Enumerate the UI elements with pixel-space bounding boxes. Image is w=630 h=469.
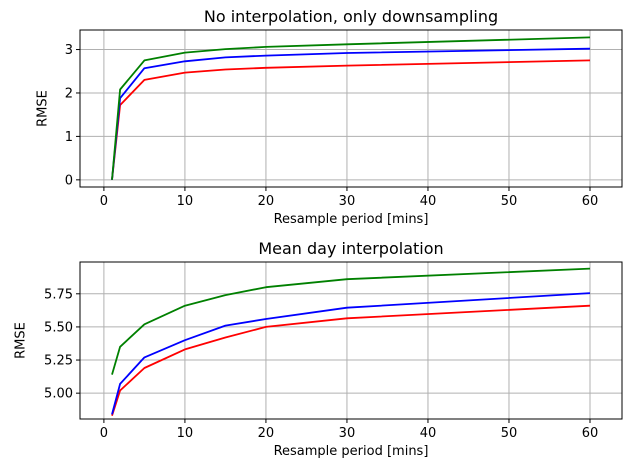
- top-x-tick-label: 60: [582, 194, 599, 209]
- bottom-x-tick-label: 20: [258, 426, 275, 441]
- bottom-subplot: 0 10 20 30 40 50 60 5.00 5.25 5.50 5.75 Mean day i…: [14, 239, 623, 459]
- bottom-x-tick-label: 10: [177, 426, 194, 441]
- bottom-y-tick-label: 5.75: [44, 287, 73, 302]
- bottom-series-line-0: [111, 304, 591, 416]
- top-y-tick-label: 2: [65, 86, 73, 101]
- top-series-line-1: [111, 47, 591, 180]
- top-y-axis-label: RMSE: [36, 90, 51, 127]
- bottom-chart-title: Mean day interpolation: [258, 239, 443, 258]
- top-x-tick-label: 0: [100, 194, 108, 209]
- top-plot-frame: [79, 29, 623, 188]
- bottom-x-tick-label: 30: [339, 426, 356, 441]
- top-series-line-2: [111, 36, 591, 180]
- top-subplot: 0 10 20 30 40 50 60 0 1 2 3 No interpolation, only…: [36, 7, 623, 227]
- bottom-series-line-2: [111, 267, 591, 375]
- top-series-line-0: [111, 59, 591, 180]
- top-x-tick-label: 20: [258, 194, 275, 209]
- bottom-x-axis-label: Resample period [mins]: [274, 444, 429, 459]
- bottom-y-tick-label: 5.25: [44, 354, 73, 369]
- top-y-tick-label: 3: [65, 43, 73, 58]
- bottom-plot-frame: [79, 261, 623, 420]
- bottom-x-tick-label: 0: [100, 426, 108, 441]
- bottom-x-tick-label: 50: [501, 426, 518, 441]
- top-x-tick-label: 50: [501, 194, 518, 209]
- bottom-x-tick-label: 40: [420, 426, 437, 441]
- top-chart-title: No interpolation, only downsampling: [204, 7, 498, 26]
- top-y-tick-label: 1: [65, 130, 73, 145]
- top-x-tick-label: 10: [177, 194, 194, 209]
- top-x-tick-label: 30: [339, 194, 356, 209]
- top-x-tick-label: 40: [420, 194, 437, 209]
- top-y-tick-label: 0: [65, 173, 73, 188]
- bottom-y-tick-label: 5.00: [44, 387, 73, 402]
- bottom-x-tick-label: 60: [582, 426, 599, 441]
- top-x-axis-label: Resample period [mins]: [274, 212, 429, 227]
- bottom-y-axis-label: RMSE: [14, 322, 29, 359]
- bottom-series-line-1: [111, 292, 591, 415]
- bottom-y-tick-label: 5.50: [44, 320, 73, 335]
